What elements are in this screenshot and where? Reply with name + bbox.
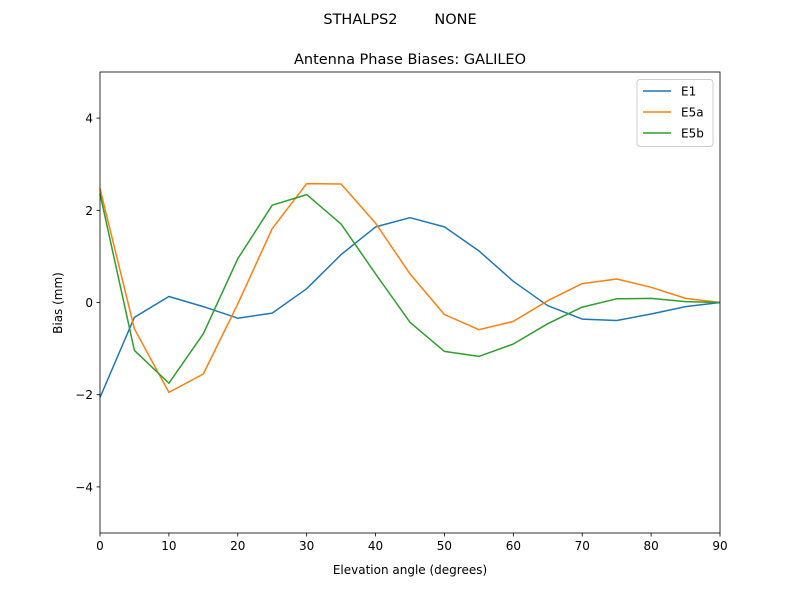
legend-label-e1: E1	[681, 85, 696, 99]
x-tick-label: 40	[368, 539, 383, 553]
series-line-e5a	[99, 182, 721, 394]
y-axis-label: Bias (mm)	[51, 272, 65, 334]
legend-label-e5a: E5a	[681, 106, 704, 120]
x-tick-label: 50	[437, 539, 452, 553]
figure-suptitle: STHALPS2 NONE	[323, 12, 476, 28]
x-tick-label: 90	[712, 539, 727, 553]
legend: E1 E5a E5b	[636, 79, 714, 147]
y-tick-label: 4	[85, 112, 93, 126]
x-tick-label: 30	[299, 539, 314, 553]
legend-box	[636, 79, 714, 147]
x-axis-label: Elevation angle (degrees)	[333, 563, 487, 577]
x-tick-label: 20	[230, 539, 245, 553]
x-tick-label: 70	[575, 539, 590, 553]
legend-label-e5b: E5b	[681, 127, 704, 141]
plot-area: 0 10 20 30 40 50 60 70 80 90 −4 −2 0 2 4 E1 E5a E5b	[75, 71, 728, 553]
x-tick-label: 60	[506, 539, 521, 553]
y-tick-label: −2	[75, 388, 93, 402]
series-line-e1	[99, 216, 721, 398]
y-tick-label: −4	[75, 480, 93, 494]
x-tick-label: 10	[161, 539, 176, 553]
y-tick-label: 0	[85, 296, 93, 310]
x-tick-label: 80	[643, 539, 658, 553]
chart-title: Antenna Phase Biases: GALILEO	[294, 52, 526, 68]
series-line-e5b	[99, 193, 721, 384]
x-tick-label: 0	[96, 539, 104, 553]
axes-frame	[99, 71, 721, 534]
y-tick-label: 2	[85, 204, 93, 218]
